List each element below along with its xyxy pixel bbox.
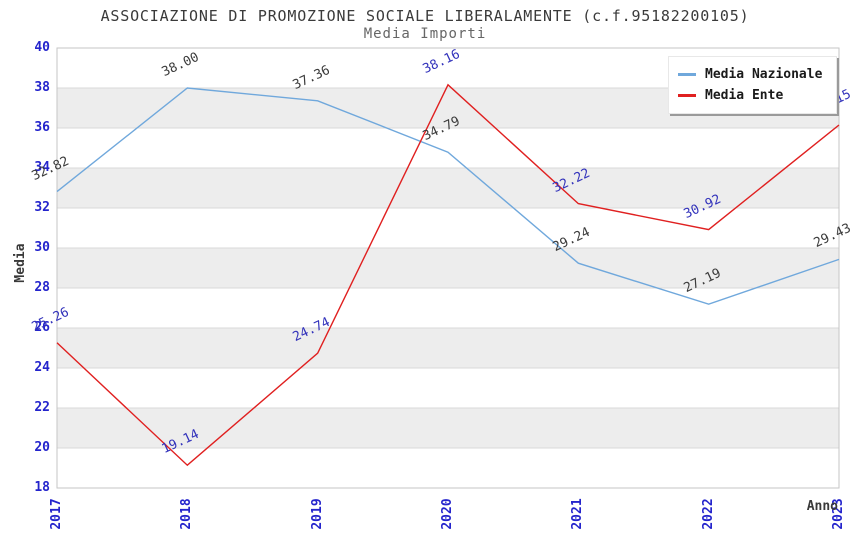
y-tick-label: 32 — [34, 200, 50, 215]
x-axis-label: Anno — [806, 499, 838, 514]
plot-band — [57, 288, 839, 328]
x-tick-label: 2017 — [49, 498, 64, 530]
y-tick-label: 34 — [34, 160, 50, 175]
legend-label: Media Ente — [705, 88, 784, 103]
plot-band — [57, 248, 839, 288]
series-line-media-ente — [56, 83, 840, 467]
y-axis-label: Media — [13, 243, 28, 283]
legend-item: Media Nazionale — [678, 64, 822, 85]
plot-band — [57, 448, 839, 488]
chart-title: ASSOCIAZIONE DI PROMOZIONE SOCIALE LIBER… — [100, 7, 750, 25]
x-tick-label: 2018 — [179, 498, 195, 530]
plot-band — [57, 208, 839, 248]
plot-band — [57, 368, 839, 408]
legend-item: Media Ente — [678, 85, 822, 106]
x-tick-label: 2020 — [440, 498, 455, 530]
y-tick-label: 24 — [34, 360, 50, 375]
legend-line-icon — [678, 94, 696, 97]
x-tick-label: 2019 — [309, 498, 325, 530]
x-tick-label: 2022 — [700, 498, 716, 530]
chart-subtitle: Media Importi — [363, 26, 487, 42]
y-tick-label: 36 — [34, 120, 50, 135]
plot-band — [57, 328, 839, 368]
x-tick-label: 2021 — [570, 498, 586, 530]
plot-border — [56, 47, 840, 489]
y-tick-label: 38 — [34, 80, 50, 95]
legend-line-icon — [678, 73, 696, 76]
y-tick-label: 30 — [34, 240, 50, 255]
y-tick-label: 18 — [34, 480, 50, 495]
plot-band — [57, 408, 839, 448]
y-tick-label: 40 — [34, 40, 50, 55]
legend: Media Nazionale Media Ente — [668, 56, 838, 114]
plot-band — [57, 128, 839, 168]
plot-band — [57, 168, 839, 208]
y-tick-label: 28 — [34, 280, 50, 295]
series-line-media-nazionale — [56, 87, 840, 305]
y-tick-label: 22 — [34, 400, 50, 415]
y-tick-label: 20 — [34, 440, 50, 455]
y-tick-label: 26 — [34, 320, 50, 335]
legend-label: Media Nazionale — [705, 67, 823, 82]
